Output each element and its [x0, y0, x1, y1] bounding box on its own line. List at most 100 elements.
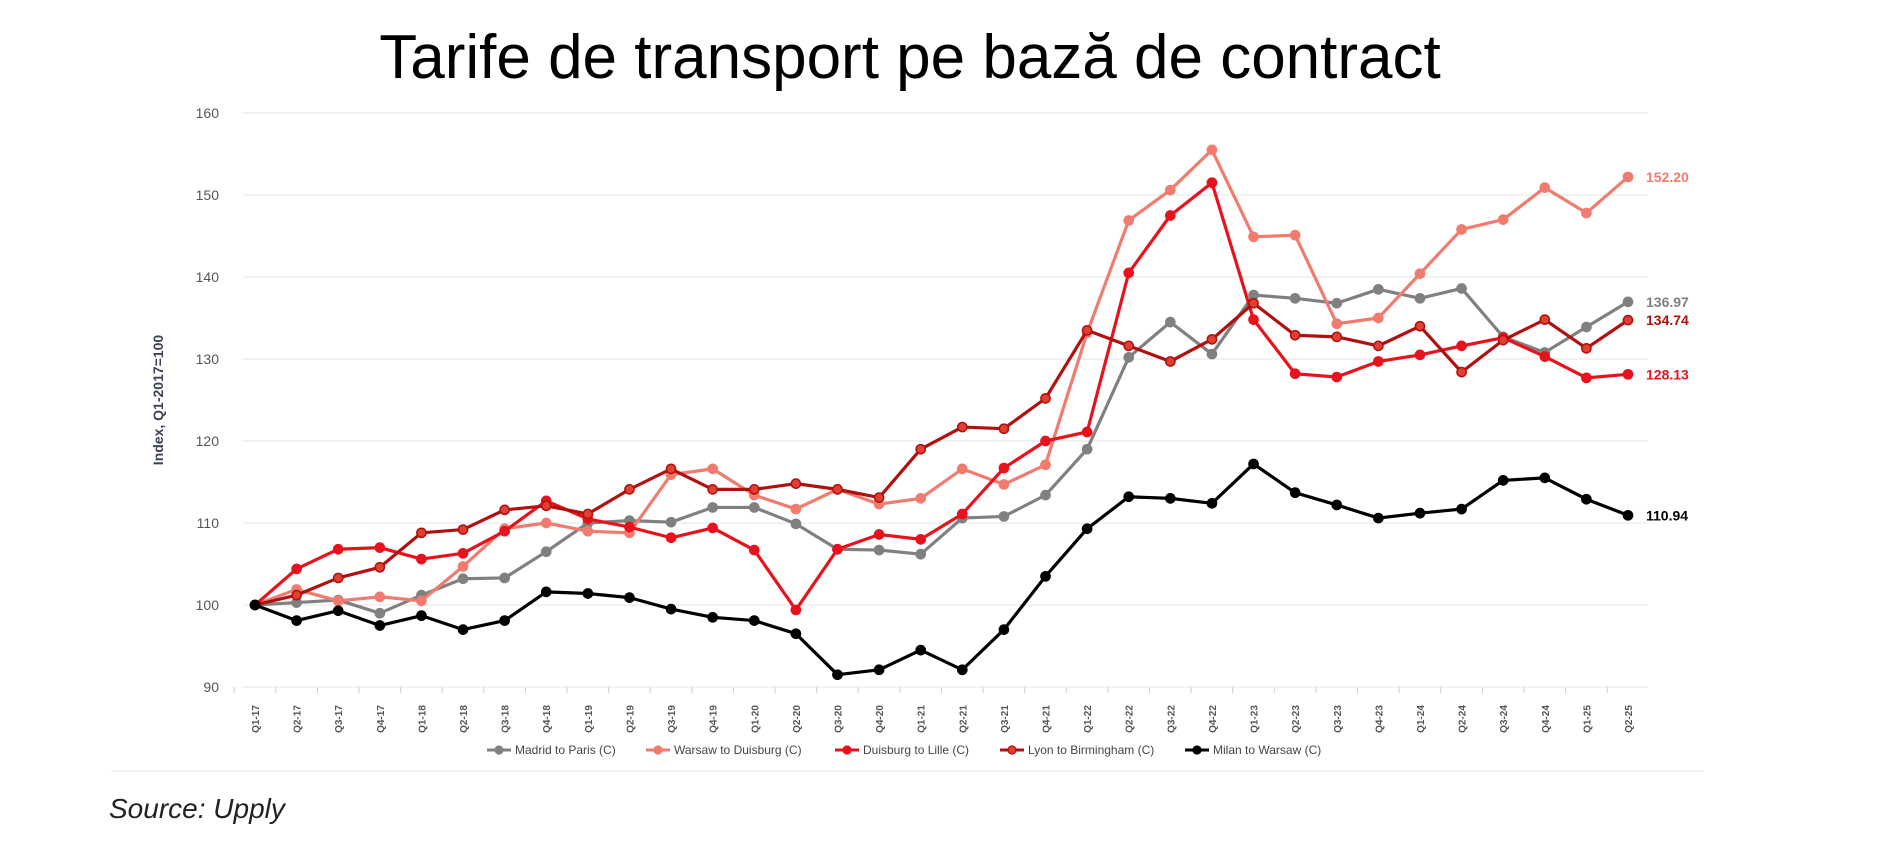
data-point — [748, 544, 760, 556]
data-point — [1040, 570, 1051, 582]
data-point — [956, 421, 968, 433]
data-point — [1123, 340, 1135, 352]
x-tick-label: Q3-24 — [1499, 705, 1510, 733]
data-point — [1331, 297, 1343, 309]
x-tick-label: Q3-20 — [833, 705, 844, 733]
data-point — [915, 534, 927, 545]
data-point — [1414, 320, 1426, 332]
data-point — [1164, 184, 1176, 196]
y-tick-label: 90 — [203, 679, 219, 695]
x-tick-label: Q4-20 — [875, 705, 886, 733]
data-point — [707, 611, 719, 623]
data-point — [1206, 177, 1218, 189]
legend-marker — [1192, 745, 1202, 755]
x-tick-label: Q1-21 — [917, 705, 928, 733]
data-point — [1456, 340, 1467, 352]
data-point — [1456, 283, 1467, 294]
data-point — [1081, 443, 1093, 455]
data-point — [1373, 312, 1384, 324]
data-point — [873, 544, 885, 556]
data-point — [790, 478, 802, 489]
data-point — [1164, 210, 1176, 221]
data-point — [665, 603, 677, 615]
data-point — [707, 463, 719, 475]
data-point — [499, 525, 510, 537]
data-point — [998, 479, 1010, 490]
data-point — [416, 610, 427, 622]
data-point — [374, 620, 386, 631]
data-point — [665, 516, 677, 528]
data-point — [956, 508, 968, 520]
data-point — [1622, 314, 1634, 326]
data-point — [1164, 493, 1176, 504]
data-point — [1123, 352, 1135, 363]
data-point — [832, 543, 843, 555]
data-point — [1622, 171, 1634, 183]
x-tick-label: Q4-18 — [542, 705, 553, 733]
data-point — [499, 504, 510, 516]
data-point — [1539, 182, 1551, 193]
source-note: Source: Upply — [109, 793, 285, 824]
x-tick-label: Q2-24 — [1458, 705, 1469, 733]
legend-marker — [842, 745, 852, 755]
data-point — [832, 669, 843, 681]
data-point — [416, 553, 427, 565]
legend-marker — [653, 745, 663, 755]
data-point — [790, 503, 802, 515]
data-point — [582, 525, 594, 537]
data-point — [1373, 283, 1384, 295]
data-point — [665, 463, 677, 475]
y-tick-label: 110 — [197, 515, 220, 531]
data-point — [1539, 314, 1551, 325]
data-point — [457, 561, 469, 572]
x-tick-label: Q2-23 — [1291, 705, 1302, 733]
data-point — [1081, 426, 1093, 438]
x-tick-label: Q4-19 — [709, 705, 720, 733]
data-point — [998, 423, 1010, 435]
data-point — [1248, 314, 1259, 325]
end-value-label: 136.97 — [1646, 294, 1689, 310]
data-point — [790, 604, 802, 616]
data-point — [457, 524, 469, 535]
x-tick-label: Q3-21 — [1000, 705, 1011, 733]
data-point — [1539, 472, 1551, 484]
data-point — [332, 605, 344, 617]
x-tick-label: Q2-18 — [459, 705, 470, 733]
data-point — [416, 595, 427, 607]
legend-label: Milan to Warsaw (C) — [1213, 743, 1321, 757]
data-point — [748, 615, 760, 626]
series-line-2 — [253, 181, 1629, 612]
y-tick-label: 160 — [196, 105, 220, 121]
data-point — [291, 615, 302, 626]
y-axis-label: Index, Q1-2017=100 — [150, 335, 166, 466]
data-point — [1373, 356, 1384, 367]
x-tick-label: Q4-22 — [1208, 705, 1219, 733]
legend-label: Madrid to Paris (C) — [515, 743, 616, 757]
data-point — [790, 628, 802, 640]
data-point — [1123, 491, 1135, 503]
data-point — [1248, 458, 1259, 470]
data-point — [624, 592, 635, 603]
data-point — [915, 644, 927, 656]
legend-label: Warsaw to Duisburg (C) — [674, 743, 802, 757]
x-tick-label: Q3-19 — [667, 705, 678, 733]
data-point — [1414, 292, 1426, 304]
end-value-label: 134.74 — [1646, 312, 1689, 328]
data-point — [1248, 297, 1259, 309]
data-point — [1040, 435, 1051, 447]
x-tick-label: Q2-19 — [625, 705, 636, 733]
data-point — [624, 484, 635, 495]
data-point — [540, 586, 552, 598]
x-tick-label: Q4-21 — [1042, 705, 1053, 733]
x-tick-label: Q2-20 — [792, 705, 803, 733]
data-point — [707, 522, 719, 534]
data-point — [707, 502, 719, 513]
data-point — [374, 542, 386, 553]
data-point — [624, 521, 635, 533]
data-point — [1456, 224, 1467, 235]
data-point — [1456, 503, 1467, 515]
data-point — [582, 508, 594, 520]
y-tick-label: 140 — [196, 269, 220, 285]
data-point — [1622, 509, 1634, 521]
